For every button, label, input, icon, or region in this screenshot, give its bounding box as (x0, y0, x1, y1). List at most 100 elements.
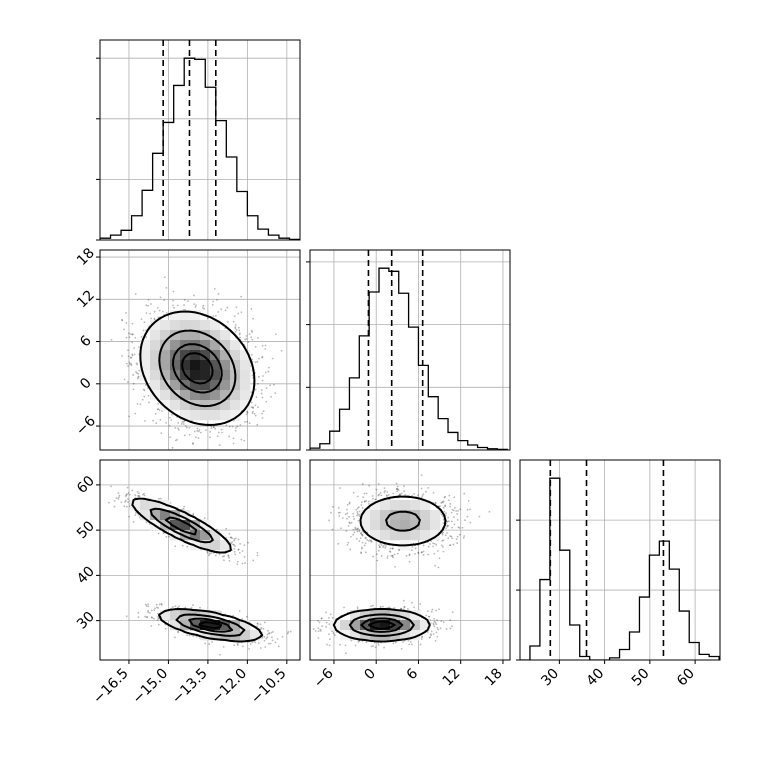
panel-1-2-scatter-point (325, 621, 328, 624)
panel-0-1-scatter-point (132, 388, 135, 391)
panel-0-1-scatter-point (254, 345, 257, 348)
hist-panel-0 (96, 39, 301, 241)
panel-0-2-scatter-point (148, 612, 151, 614)
panel-0-2-scatter-point (257, 623, 259, 625)
panel-1-2-scatter-point (321, 625, 323, 628)
panel-0-1-density-cell (160, 360, 171, 371)
panel-0-2-scatter-point (211, 641, 214, 643)
panel-1-2-scatter-point (395, 482, 398, 485)
panel-0-1-scatter-point (274, 392, 277, 395)
panel-0-2-content (100, 460, 300, 660)
panel-1-2-scatter-point (449, 535, 452, 538)
panel-0-1-density-cell (210, 340, 221, 351)
panel-0-1-scatter-point (156, 408, 159, 411)
panel-0-1-scatter-point (128, 415, 131, 418)
panel-1-2-scatter-point (427, 615, 430, 618)
panel-1-2-scatter-point (356, 530, 359, 533)
panel-1-2-scatter-point (422, 550, 425, 553)
panel-0-1-density-cell (180, 310, 191, 321)
panel-1-2-scatter-point (455, 538, 458, 541)
panel-0-2-scatter-point (241, 562, 244, 565)
panel-0-1-density-cell (200, 350, 211, 361)
panel-0-1-scatter-point (125, 362, 128, 365)
panel-0-2-scatter-point (108, 501, 110, 504)
panel-1-2-scatter-point (441, 539, 444, 542)
panel-0-2-scatter-point (162, 532, 165, 535)
panel-0-1-scatter-point (224, 309, 227, 312)
panel-0-1-scatter-point (270, 395, 272, 398)
panel-1-2-scatter-point (449, 502, 452, 505)
panel-1-2-scatter-point (348, 521, 351, 524)
panel-0-2-scatter-point (173, 636, 176, 639)
panel-1-2-scatter-point (331, 616, 334, 619)
panel-0-2-density-cell (210, 610, 221, 621)
panel-1-2-scatter-point (442, 522, 445, 525)
panel-0-2-scatter-point (244, 562, 246, 564)
panel-1-2-scatter-point (361, 541, 364, 544)
panel-0-1-scatter-point (142, 329, 145, 332)
panel-0-1-scatter-point (155, 422, 158, 425)
panel-0-1-scatter-point (131, 322, 134, 325)
panel-0-1-scatter-point (188, 426, 191, 429)
panel-0-2-scatter-point (131, 489, 134, 492)
panel-1-2-scatter-point (421, 495, 424, 497)
panel-0-1-scatter-point (143, 321, 146, 324)
panel-1-2-scatter-point (434, 621, 437, 624)
panel-0-2-scatter-point (248, 647, 250, 650)
panel-0-1-scatter-point (145, 312, 148, 314)
panel-1-2-scatter-point (361, 546, 363, 549)
panel-0-2-scatter-point (192, 635, 195, 638)
panel-0-2-scatter-point (223, 559, 225, 562)
panel-1-2-scatter-point (413, 492, 415, 495)
panel-0-1-scatter-point (144, 420, 146, 422)
panel-1-2-density-cell (350, 620, 361, 631)
panel-0-1-density-cell (240, 370, 251, 381)
panel-1-2-scatter-point (348, 502, 351, 505)
panel-0-1-scatter-point (199, 431, 202, 434)
panel-0-1-scatter-point (264, 344, 267, 347)
panel-1-2-scatter-point (320, 617, 323, 620)
panel-0-2-density-cell (240, 620, 251, 631)
panel-0-1-density-cell (150, 380, 161, 391)
panel-0-2-scatter-point (235, 537, 237, 540)
panel-1-2-scatter-point (393, 553, 396, 556)
panel-1-2-scatter-point (365, 500, 368, 502)
panel-0-1-density-cell (160, 370, 171, 381)
panel-1-2-scatter-point (469, 508, 471, 511)
panel-1-2-density-cell (380, 520, 391, 531)
panel-1-2-density-cell (370, 520, 381, 531)
panel-0-2-scatter-point (144, 615, 146, 618)
panel-1-2-scatter-point (430, 630, 433, 633)
panel-1-2-scatter-point (441, 501, 444, 504)
panel-1-2-scatter-point (367, 500, 370, 503)
panel-1-2-scatter-point (449, 505, 452, 508)
panel-1-2-scatter-point (402, 641, 404, 643)
panel-1-2-scatter-point (357, 506, 360, 509)
panel-1-2-scatter-point (349, 522, 351, 525)
panel-1-2-density-cell (400, 510, 411, 521)
panel-1-2-scatter-point (386, 495, 388, 497)
panel-0-1-scatter-point (160, 432, 163, 435)
panel-1-2-density-cell (400, 520, 411, 531)
panel-0-1-density-cell (140, 360, 151, 371)
panel-1-2-scatter-point (378, 546, 381, 549)
panel-0-2-density-cell (230, 620, 241, 631)
panel-1-2-scatter-point (375, 488, 378, 491)
panel-0-1-scatter-point (257, 382, 259, 385)
panel-1-2-scatter-point (354, 526, 357, 529)
panel-0-1-scatter-point (137, 375, 140, 378)
panel-1-2-scatter-point (433, 552, 436, 555)
panel-0-1-density-cell (160, 330, 171, 341)
panel-0-1-density-cell (220, 400, 231, 411)
panel-1-2-scatter-point (370, 540, 373, 543)
panel-1-2-scatter-point (447, 537, 450, 540)
panel-0-1-scatter-point (273, 383, 275, 386)
hist-panel-0-frame (99, 39, 301, 241)
panel-1-2-scatter-point (396, 552, 399, 555)
panel-0-1-scatter-point (250, 308, 253, 310)
panel-1-2-scatter-point (399, 493, 401, 495)
panel-1-2-scatter-point (464, 519, 466, 522)
panel-1-2-density-cell (430, 530, 441, 541)
panel-1-2-scatter-point (349, 548, 352, 551)
panel-0-1-scatter-point (228, 435, 231, 438)
